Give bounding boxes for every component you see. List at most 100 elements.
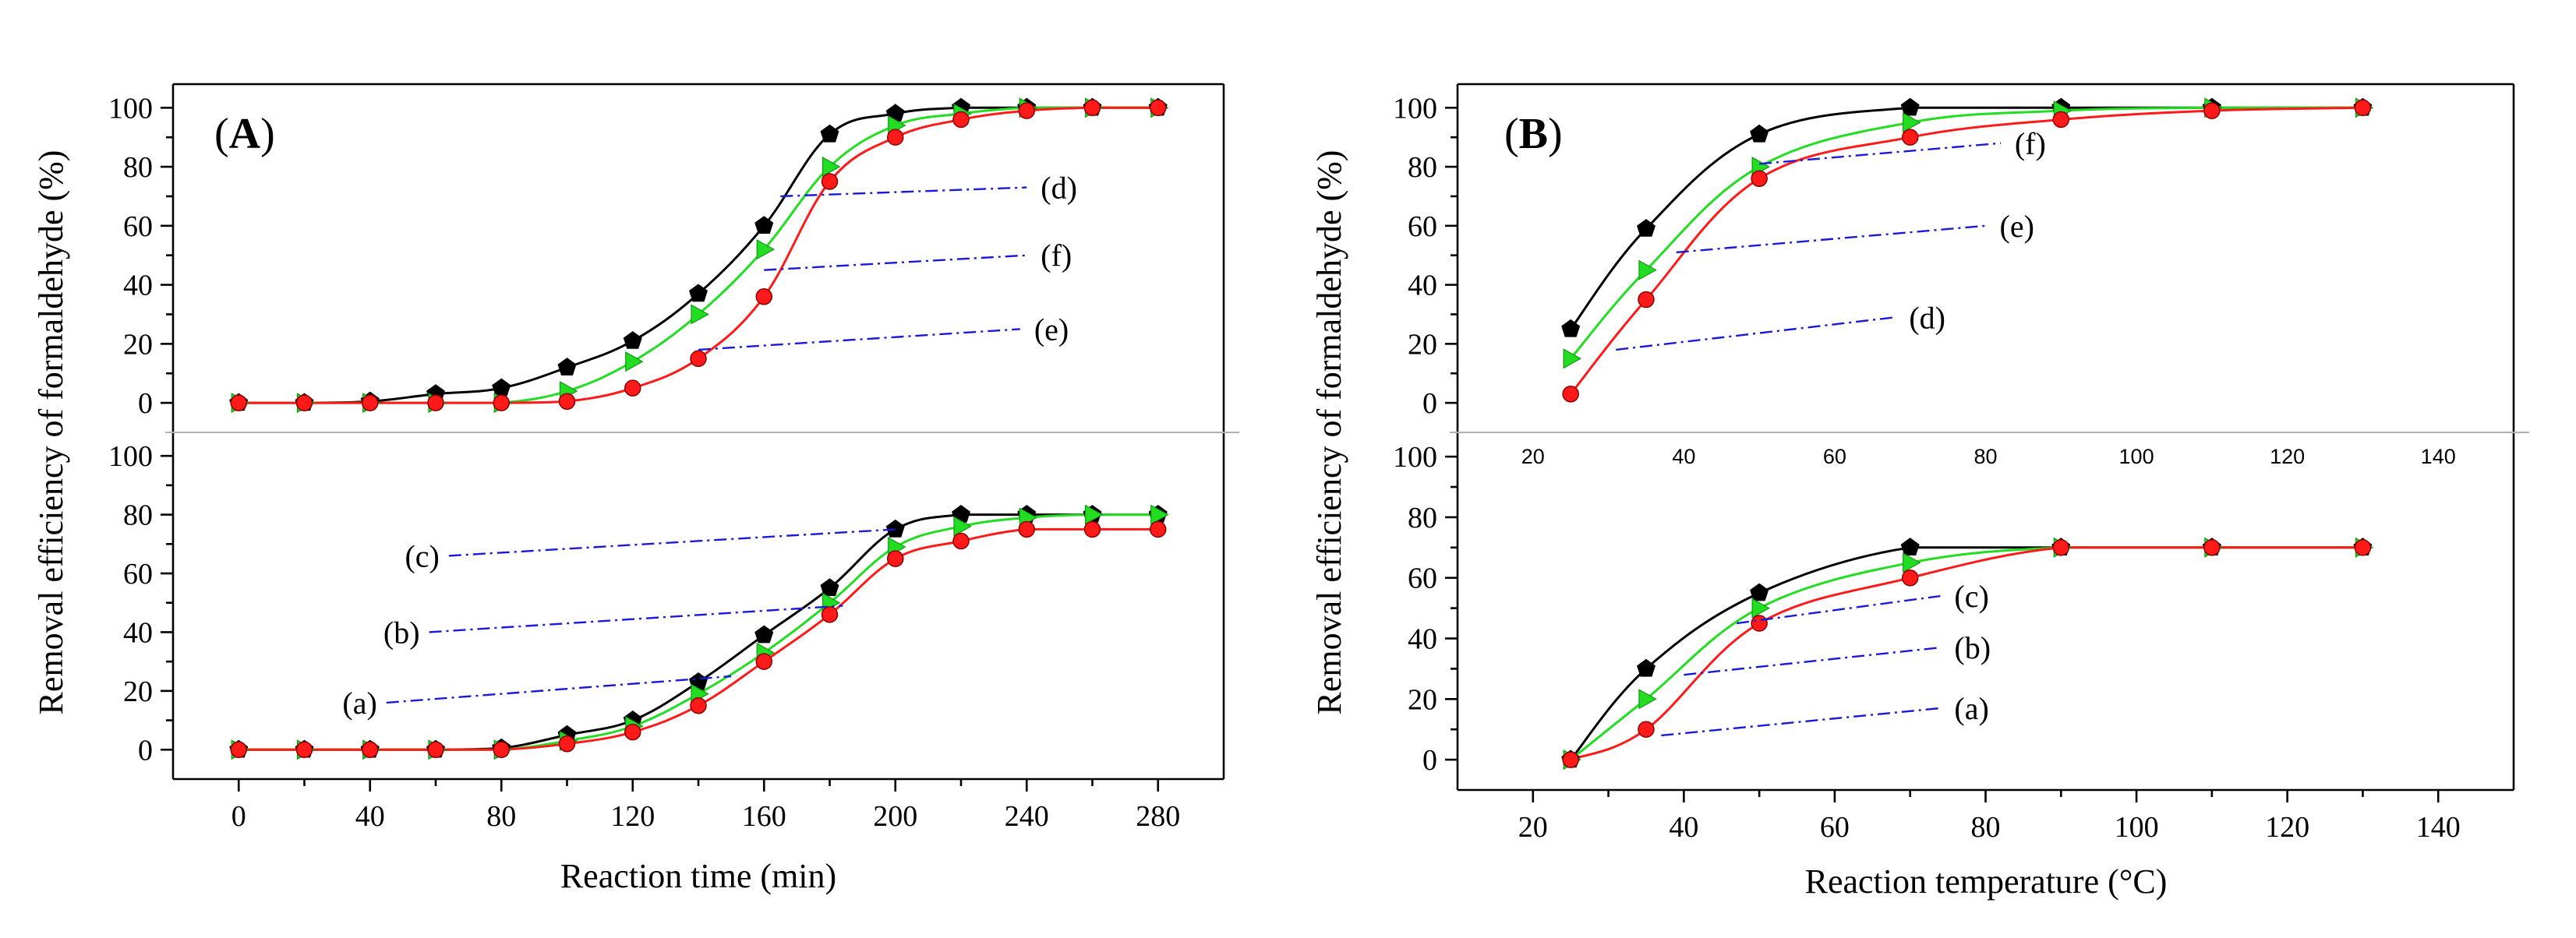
- x-tick-label-top: 140: [2421, 445, 2456, 468]
- annotation-leader: [1661, 707, 1941, 737]
- data-point-green: [1563, 348, 1582, 369]
- data-point-red: [1901, 129, 1919, 146]
- data-point-red: [493, 394, 510, 411]
- data-point-black: [1637, 658, 1655, 677]
- panel-label: (A): [214, 110, 275, 158]
- data-point-green: [953, 516, 972, 537]
- x-tick-label-top: 60: [1823, 445, 1846, 468]
- y-tick-label: 60: [1408, 210, 1437, 243]
- annotation-leader: [386, 675, 732, 704]
- y-tick-label: 60: [1408, 562, 1437, 595]
- data-point-black: [1750, 124, 1769, 143]
- data-point-red: [1083, 520, 1101, 538]
- data-point-red: [493, 741, 510, 759]
- data-point-black: [623, 330, 642, 349]
- y-tick-label: 80: [1408, 502, 1437, 534]
- data-point-red: [755, 653, 772, 670]
- data-point-red: [295, 741, 313, 759]
- annotation-leader: [764, 254, 1027, 271]
- x-tick-label: 100: [2115, 811, 2159, 844]
- data-point-red: [624, 723, 641, 741]
- data-point-red: [2052, 111, 2070, 129]
- data-point-red: [887, 129, 904, 146]
- x-tick-label: 40: [1669, 811, 1698, 844]
- x-tick-label-top: 20: [1521, 445, 1545, 468]
- y-tick-label: 20: [123, 675, 153, 708]
- annotation-leader: [429, 605, 843, 633]
- panel-label: (B): [1504, 110, 1563, 158]
- annotation-label: (b): [383, 615, 420, 650]
- data-point-green: [1638, 689, 1657, 710]
- subplot-top: 0 20 40 60 80 100 (d) (f) (e): [108, 92, 1169, 420]
- x-tick-label: 60: [1820, 811, 1850, 844]
- data-point-red: [887, 550, 904, 567]
- data-point-green: [691, 304, 709, 325]
- data-point-red: [624, 379, 641, 397]
- annotation-label: (a): [1954, 691, 1988, 726]
- data-point-black: [820, 578, 839, 597]
- panel-b: 0 20 40 60 80 100 20 40 60 80 100 120 140 (f) (e) (d) 0 2…: [1310, 83, 2529, 901]
- annotation-label: (b): [1954, 630, 1991, 665]
- data-point-red: [1150, 99, 1167, 117]
- data-point-green: [1084, 504, 1104, 525]
- data-point-red: [952, 111, 970, 129]
- data-point-red: [2203, 102, 2221, 119]
- data-point-black: [557, 358, 577, 376]
- data-point-black: [1561, 319, 1581, 337]
- y-tick-label: 40: [123, 270, 153, 302]
- data-point-black: [754, 625, 774, 644]
- y-tick-label: 80: [1408, 151, 1437, 184]
- y-tick-label: 100: [108, 440, 153, 473]
- data-point-red: [2203, 539, 2221, 556]
- x-tick-label: 20: [1518, 811, 1548, 844]
- y-tick-label: 40: [1408, 270, 1437, 302]
- y-tick-label: 20: [123, 328, 153, 361]
- annotation-leader: [1676, 224, 1986, 254]
- data-point-red: [427, 394, 444, 411]
- data-point-red: [558, 735, 576, 753]
- data-point-red: [362, 394, 379, 411]
- data-point-red: [690, 350, 707, 368]
- data-point-green: [1150, 504, 1169, 525]
- data-point-black: [492, 378, 511, 397]
- data-point-red: [821, 173, 839, 190]
- data-point-red: [952, 532, 970, 550]
- data-point-green: [1638, 259, 1657, 280]
- y-tick-label: 20: [1408, 683, 1437, 716]
- data-point-green: [822, 157, 841, 178]
- y-axis-title: Removal efficiency of formaldehyde (%): [32, 150, 70, 715]
- y-tick-label: 20: [1408, 328, 1437, 361]
- data-point-red: [1901, 569, 1919, 587]
- data-point-black: [820, 124, 839, 143]
- y-tick-label: 80: [123, 151, 153, 184]
- data-point-black: [885, 519, 905, 538]
- y-tick-label: 100: [108, 92, 153, 125]
- data-point-red: [427, 741, 444, 759]
- annotation-label: (f): [2015, 126, 2046, 161]
- annotation-leader: [780, 186, 1027, 198]
- annotation-leader: [1684, 646, 1941, 676]
- x-tick-label: 80: [1971, 811, 2001, 844]
- subplot-bottom: 0 20 40 60 80 100 (c) (b) (a): [1393, 441, 2374, 777]
- annotation-label: (a): [342, 686, 376, 721]
- data-point-red: [1638, 721, 1655, 738]
- subplot-top: 0 20 40 60 80 100 20 40 60 80 100 120 140 (f) (e) (d): [1393, 92, 2456, 468]
- data-point-black: [1750, 583, 1769, 601]
- data-point-red: [1150, 520, 1167, 538]
- series-line-black: [1569, 106, 2363, 330]
- annotation-leader: [1616, 316, 1896, 351]
- data-point-red: [230, 394, 247, 411]
- x-tick-label-top: 40: [1672, 445, 1695, 468]
- data-point-red: [1562, 386, 1579, 403]
- annotation-label: (e): [2000, 209, 2034, 244]
- data-point-green: [1903, 112, 1921, 133]
- annotation-leader: [1759, 142, 2001, 165]
- y-tick-label: 0: [1422, 744, 1437, 777]
- data-point-red: [558, 393, 576, 410]
- data-point-red: [1638, 291, 1655, 309]
- annotation-label: (f): [1041, 238, 1072, 273]
- data-point-green: [625, 351, 644, 372]
- y-tick-label: 0: [1422, 387, 1437, 420]
- x-tick-label: 280: [1136, 800, 1180, 833]
